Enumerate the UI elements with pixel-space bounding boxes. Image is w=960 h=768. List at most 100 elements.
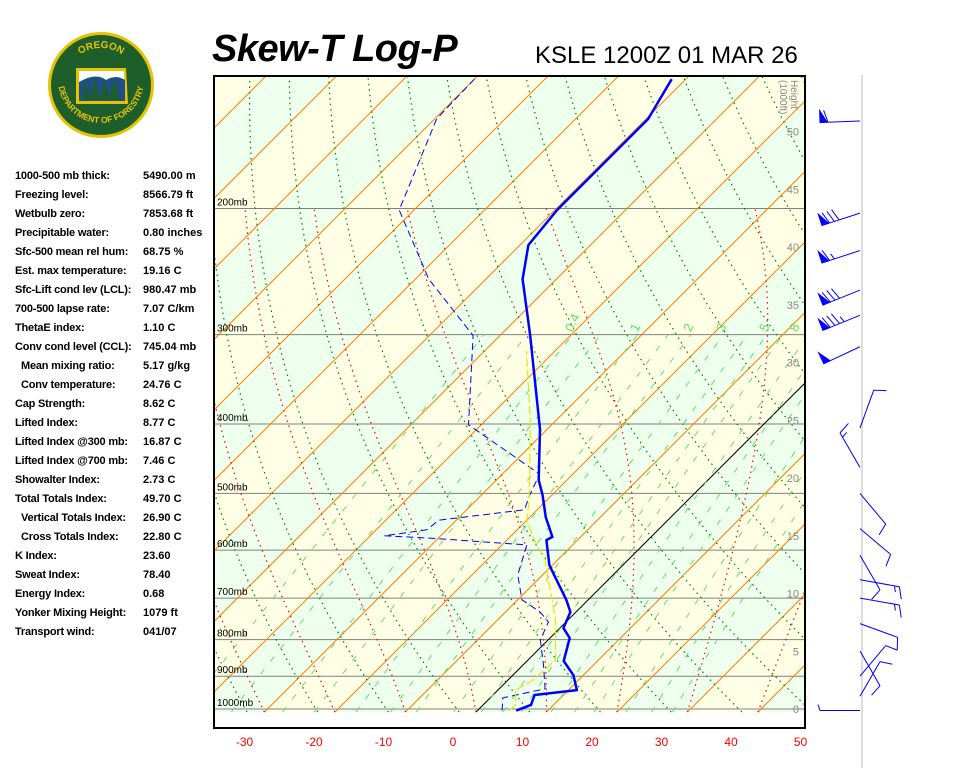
barb-pennant — [817, 249, 830, 264]
station-time-label: KSLE 1200Z 01 MAR 26 — [535, 42, 798, 69]
dry-adiabat — [800, 76, 805, 85]
stat-value: 22.80 C — [143, 531, 182, 543]
barb-full — [821, 317, 831, 328]
stat-row: Lifted Index @700 mb: 7.46 C — [15, 453, 215, 472]
barb-staff — [859, 493, 887, 525]
mixing-ratio-line — [502, 334, 768, 713]
mixing-ratio-label: 0.4 — [562, 311, 583, 334]
oregon-department-of-forestry-logo: OREGON DEPARTMENT OF FORESTRY — [48, 32, 154, 138]
temperature-tick-label: 10 — [516, 735, 530, 749]
barb-full — [831, 288, 840, 299]
stat-value: 26.90 C — [143, 512, 182, 524]
barb-half — [817, 704, 821, 711]
barb-pennant — [817, 292, 831, 306]
wind-barb — [819, 108, 861, 123]
isotherm — [214, 76, 761, 623]
stat-value: 1079 ft — [143, 607, 178, 619]
stat-value: 24.76 C — [143, 379, 182, 391]
wind-barb — [859, 650, 881, 696]
stat-row: Sweat Index: 78.40 — [15, 567, 215, 586]
barb-full — [871, 589, 881, 600]
stat-row: Total Totals Index: 49.70 C — [15, 491, 215, 510]
temperature-band — [828, 50, 960, 712]
wind-barb — [817, 346, 861, 365]
isotherm — [214, 76, 549, 411]
height-tick-label: 25 — [787, 415, 799, 427]
chart-title: Skew-T Log-P — [212, 28, 458, 70]
mixing-ratio-line — [574, 368, 805, 713]
isotherm — [214, 76, 338, 200]
wind-barb — [859, 597, 902, 618]
mixing-ratio-line — [593, 393, 805, 713]
temperature-band — [214, 76, 266, 128]
stat-row: Freezing level: 8566.79 ft — [15, 187, 215, 206]
moist-adiabat — [686, 208, 769, 713]
wind-barb — [817, 313, 861, 331]
temperature-tick-label: 30 — [655, 735, 669, 749]
dry-adiabat — [564, 76, 805, 509]
wind-barb — [859, 389, 887, 429]
pressure-label: 200mb — [217, 197, 248, 208]
pressure-label: 500mb — [217, 482, 248, 493]
dry-adiabat — [904, 50, 960, 713]
sounding-indices-panel: 1000-500 mb thick: 5490.00 m Freezing leve… — [15, 168, 215, 643]
pressure-label: 900mb — [217, 665, 248, 676]
barb-half — [893, 604, 896, 611]
height-tick-label: 20 — [787, 473, 799, 485]
barb-full — [831, 313, 840, 324]
barb-full — [885, 645, 898, 651]
barb-pennant — [817, 317, 831, 331]
stat-label: K Index: — [15, 550, 57, 562]
dry-adiabat — [485, 76, 805, 641]
stat-row: Showalter Index: 2.73 C — [15, 472, 215, 491]
isotherm — [214, 100, 805, 693]
stat-value: 68.75 % — [143, 246, 184, 258]
wind-barb — [859, 579, 902, 600]
barb-full — [879, 661, 893, 665]
dry-adiabat — [367, 76, 672, 713]
barb-half — [830, 253, 835, 260]
stat-label: ThetaE index: — [15, 322, 85, 334]
stat-value: 0.80 inches — [143, 227, 203, 239]
stat-value: 7853.68 ft — [143, 208, 194, 220]
temperature-band — [214, 76, 337, 199]
wind-barb — [817, 209, 861, 227]
temperature-tick-label: 0 — [450, 735, 457, 749]
barb-full — [898, 604, 902, 618]
stat-label: Precipitable water: — [15, 227, 110, 239]
barb-staff — [859, 528, 891, 555]
stat-label: Conv cond level (CCL): — [15, 341, 132, 353]
temperature-tick-label: -30 — [236, 735, 254, 749]
barb-full — [831, 209, 840, 221]
stat-row: Precipitable water: 0.80 inches — [15, 225, 215, 244]
stat-value: 7.46 C — [143, 455, 176, 467]
dry-adiabat — [248, 76, 460, 713]
isotherm — [334, 241, 805, 713]
wind-barb — [859, 555, 881, 600]
stat-label: Cross Totals Index: — [21, 531, 119, 543]
stat-row: Sfc-500 mean rel hum: 68.75 % — [15, 244, 215, 263]
wind-barb — [817, 249, 861, 264]
isotherm — [214, 76, 479, 341]
mixing-ratio-line — [415, 334, 692, 713]
stat-label: Total Totals Index: — [15, 493, 107, 505]
barb-half — [842, 432, 848, 438]
stat-value: 745.04 mb — [143, 341, 197, 353]
barb-pennant — [817, 212, 830, 227]
moist-adiabat — [406, 208, 548, 713]
wind-barb — [859, 623, 899, 650]
height-tick-label: 35 — [787, 300, 799, 312]
mixing-ratio-line — [282, 334, 573, 713]
mixing-ratio-line — [230, 334, 528, 713]
barb-full — [871, 685, 881, 696]
barb-full — [821, 249, 830, 261]
barb-staff — [859, 555, 881, 591]
temperature-tick-label: 50 — [794, 735, 808, 749]
stat-value: 1.10 C — [143, 322, 176, 334]
mixing-ratio-line — [480, 334, 749, 713]
pressure-label: 300mb — [217, 324, 248, 335]
stat-label: Yonker Mixing Height: — [15, 607, 127, 619]
stat-value: 8.62 C — [143, 398, 176, 410]
height-tick-label: 15 — [787, 531, 799, 543]
